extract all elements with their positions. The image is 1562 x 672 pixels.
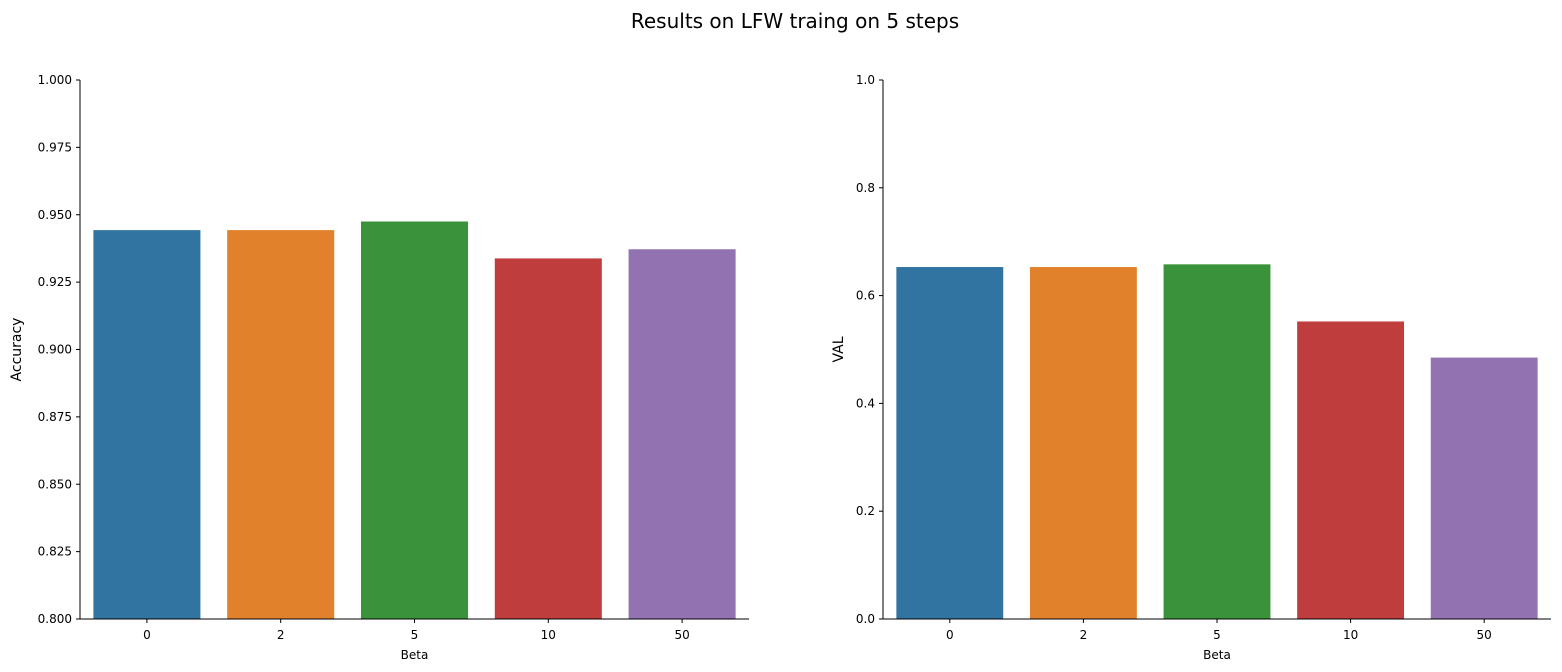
y-tick-label: 0.800 — [38, 612, 72, 626]
x-tick-label: 5 — [1213, 628, 1221, 642]
bar-2 — [1029, 267, 1137, 619]
x-tick-label: 50 — [1477, 628, 1492, 642]
x-tick-label: 0 — [143, 628, 151, 642]
y-tick-label: 0.925 — [38, 275, 72, 289]
x-tick-label: 10 — [1343, 628, 1358, 642]
bar-10 — [1297, 321, 1405, 619]
y-tick-label: 0.975 — [38, 140, 72, 154]
y-tick-label: 0.900 — [38, 343, 72, 357]
y-axis-label: VAL — [831, 336, 847, 362]
bar-10 — [494, 258, 602, 619]
x-tick-label: 0 — [946, 628, 954, 642]
y-tick-label: 1.0 — [856, 73, 875, 87]
val-chart: 0.0 0.2 0.4 0.6 0.8 1.0 0 2 5 10 50 Beta VAL — [831, 73, 1551, 662]
y-tick-label: 0.825 — [38, 545, 72, 559]
x-tick-label: 2 — [1080, 628, 1088, 642]
bar-50 — [628, 249, 736, 619]
bar-5 — [1163, 264, 1271, 619]
bar-0 — [93, 230, 201, 620]
x-tick-label: 10 — [541, 628, 556, 642]
bar-0 — [896, 267, 1004, 619]
y-tick-label: 0.8 — [856, 181, 875, 195]
y-tick-label: 0.850 — [38, 477, 72, 491]
bar-50 — [1430, 357, 1538, 619]
y-tick-label: 0.0 — [856, 612, 875, 626]
y-axis-label: Accuracy — [9, 318, 25, 382]
x-tick-label: 50 — [674, 628, 689, 642]
bar-5 — [360, 221, 469, 620]
x-axis-label: Beta — [1203, 648, 1231, 662]
bar-2 — [227, 230, 335, 620]
y-tick-label: 0.2 — [856, 504, 875, 518]
y-tick-label: 1.000 — [38, 73, 72, 87]
figure-title: Results on LFW traing on 5 steps — [631, 9, 959, 33]
y-tick-label: 0.950 — [38, 208, 72, 222]
x-tick-label: 5 — [411, 628, 419, 642]
x-axis-label: Beta — [401, 648, 429, 662]
y-tick-label: 0.875 — [38, 410, 72, 424]
y-tick-label: 0.6 — [856, 289, 875, 303]
y-tick-label: 0.4 — [856, 396, 875, 410]
accuracy-chart: 0.800 0.825 0.850 0.875 0.900 0.925 0.950 0.975… — [9, 73, 749, 662]
x-tick-label: 2 — [277, 628, 285, 642]
